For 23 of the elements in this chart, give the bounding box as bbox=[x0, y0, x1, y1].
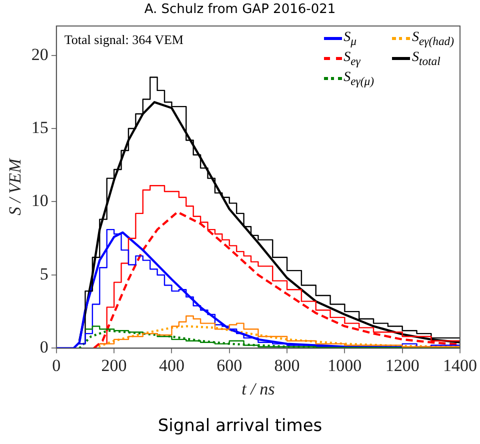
y-tick-label: 20 bbox=[31, 44, 48, 64]
x-tick-label: 0 bbox=[52, 356, 61, 375]
x-axis-title: t / ns bbox=[242, 379, 276, 398]
legend-label: S$_{eγ}$ bbox=[344, 50, 360, 68]
x-tick-label: 1200 bbox=[385, 356, 420, 375]
legend-label: S$_{total}$ bbox=[412, 50, 440, 68]
chart-title: A. Schulz from GAP 2016-021 bbox=[143, 2, 337, 17]
x-tick-label: 200 bbox=[101, 356, 127, 375]
y-tick-label: 10 bbox=[31, 191, 48, 210]
y-tick-label: 0 bbox=[40, 338, 48, 357]
x-tick-label: 400 bbox=[158, 356, 184, 375]
x-tick-label: 600 bbox=[216, 356, 242, 375]
legend-label: S$_{eγ(μ)}$ bbox=[344, 70, 374, 88]
text: Signal arrival times bbox=[156, 416, 324, 436]
x-tick-label: 1000 bbox=[328, 356, 362, 375]
legend-label: S$_{μ}$ bbox=[344, 30, 356, 48]
x-tick-label: 1400 bbox=[443, 356, 477, 375]
y-tick-label: 5 bbox=[40, 264, 48, 284]
y-axis-title: S / VEM bbox=[6, 158, 25, 216]
x-tick-label: 800 bbox=[274, 356, 300, 375]
annotation: Total signal: 364 VEM bbox=[64, 32, 184, 48]
y-tick-label: 15 bbox=[31, 118, 48, 137]
legend-label: S$_{eγ(had)}$ bbox=[412, 30, 454, 48]
